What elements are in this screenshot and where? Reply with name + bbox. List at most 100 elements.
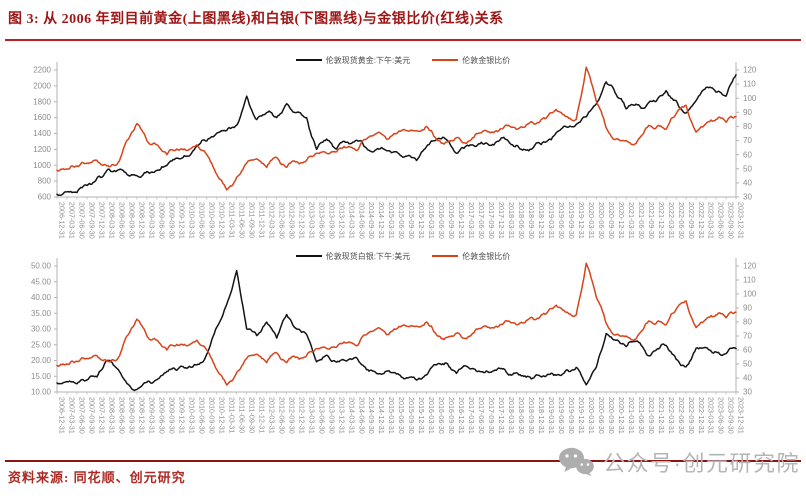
svg-text:2013-09-30: 2013-09-30 [327, 397, 336, 434]
svg-text:2020-12-31: 2020-12-31 [617, 397, 626, 434]
watermark-text: 公众号·创元研究院 [603, 451, 800, 476]
svg-text:2021-03-31: 2021-03-31 [627, 202, 636, 239]
svg-text:2011-06-30: 2011-06-30 [237, 202, 246, 238]
watermark: 公众号·创元研究院 [558, 443, 800, 481]
svg-text:2021-09-30: 2021-09-30 [647, 397, 656, 434]
svg-text:2022-09-30: 2022-09-30 [687, 397, 696, 434]
legend-label-silver: 伦敦现货白银:下午:美元 [325, 251, 411, 261]
svg-text:2015-06-30: 2015-06-30 [397, 397, 406, 434]
svg-text:110: 110 [743, 276, 756, 285]
svg-text:2010-06-30: 2010-06-30 [198, 397, 207, 434]
svg-text:2008-09-30: 2008-09-30 [128, 397, 137, 434]
svg-text:2018-06-30: 2018-06-30 [517, 397, 526, 434]
svg-text:2021-12-31: 2021-12-31 [657, 397, 666, 434]
svg-text:2011-09-30: 2011-09-30 [247, 202, 256, 238]
svg-text:2015-06-30: 2015-06-30 [397, 202, 406, 239]
svg-text:2012-03-31: 2012-03-31 [267, 397, 276, 434]
svg-text:2010-09-30: 2010-09-30 [208, 397, 217, 434]
svg-text:2015-03-31: 2015-03-31 [387, 397, 396, 434]
svg-text:60: 60 [743, 150, 752, 159]
svg-text:2008-12-31: 2008-12-31 [138, 397, 147, 434]
svg-text:2020-03-31: 2020-03-31 [587, 202, 596, 239]
svg-text:2014-12-31: 2014-12-31 [377, 202, 386, 239]
svg-text:2018-03-31: 2018-03-31 [507, 397, 516, 434]
svg-text:2012-09-30: 2012-09-30 [287, 397, 296, 434]
svg-text:2016-03-31: 2016-03-31 [427, 397, 436, 434]
svg-text:2009-09-30: 2009-09-30 [168, 202, 177, 239]
svg-text:1400: 1400 [33, 129, 51, 138]
svg-text:50: 50 [743, 164, 752, 173]
svg-text:2013-03-31: 2013-03-31 [307, 397, 316, 434]
svg-text:2014-03-31: 2014-03-31 [347, 397, 356, 434]
svg-text:2018-06-30: 2018-06-30 [517, 202, 526, 239]
svg-text:2016-09-30: 2016-09-30 [447, 397, 456, 434]
svg-text:2018-09-30: 2018-09-30 [527, 397, 536, 434]
svg-text:2009-06-30: 2009-06-30 [158, 202, 167, 239]
svg-text:120: 120 [743, 262, 757, 271]
svg-text:2009-09-30: 2009-09-30 [168, 397, 177, 434]
svg-text:30: 30 [743, 193, 752, 202]
svg-text:2019-09-30: 2019-09-30 [567, 202, 576, 239]
svg-text:2013-06-30: 2013-06-30 [317, 397, 326, 434]
svg-text:70: 70 [743, 332, 752, 341]
svg-text:2009-03-31: 2009-03-31 [148, 397, 157, 434]
svg-text:2023-06-30: 2023-06-30 [717, 397, 726, 434]
legend-item-ratio-bottom: 伦敦金银比价 [432, 251, 510, 262]
svg-text:2007-09-30: 2007-09-30 [88, 397, 97, 434]
svg-text:30: 30 [743, 388, 752, 397]
legend-item-gold: 伦敦现货黄金:下午:美元 [295, 55, 411, 66]
svg-text:2008-06-30: 2008-06-30 [118, 397, 127, 434]
svg-text:2013-12-31: 2013-12-31 [337, 202, 346, 239]
svg-text:2017-12-31: 2017-12-31 [497, 397, 506, 434]
svg-text:2011-06-30: 2011-06-30 [237, 397, 246, 433]
svg-text:1000: 1000 [33, 161, 51, 170]
svg-text:2008-06-30: 2008-06-30 [118, 202, 127, 239]
svg-text:2007-12-31: 2007-12-31 [98, 202, 107, 239]
svg-text:2022-09-30: 2022-09-30 [687, 202, 696, 239]
svg-text:70: 70 [743, 136, 752, 145]
svg-text:2019-03-31: 2019-03-31 [547, 202, 556, 239]
svg-text:2019-12-31: 2019-12-31 [577, 397, 586, 434]
svg-text:2013-03-31: 2013-03-31 [307, 202, 316, 239]
svg-text:10.00: 10.00 [31, 388, 52, 397]
legend-label-ratio-top: 伦敦金银比价 [462, 55, 511, 65]
legend-label-gold: 伦敦现货黄金:下午:美元 [325, 55, 411, 65]
svg-text:2019-09-30: 2019-09-30 [567, 397, 576, 434]
svg-text:60: 60 [743, 346, 752, 355]
svg-text:2019-06-30: 2019-06-30 [557, 202, 566, 239]
svg-text:2010-12-31: 2010-12-31 [218, 202, 227, 239]
svg-text:2008-09-30: 2008-09-30 [128, 202, 137, 239]
svg-text:2017-12-31: 2017-12-31 [497, 202, 506, 239]
svg-text:40: 40 [743, 374, 752, 383]
svg-text:2014-12-31: 2014-12-31 [377, 397, 386, 434]
svg-text:50.00: 50.00 [31, 262, 52, 271]
svg-text:2018-09-30: 2018-09-30 [527, 202, 536, 239]
silver-line-swatch [295, 255, 322, 257]
svg-text:2009-12-31: 2009-12-31 [178, 202, 187, 239]
gold-chart-legend: 伦敦现货黄金:下午:美元 伦敦金银比价 [0, 55, 806, 65]
legend-item-ratio-top: 伦敦金银比价 [432, 55, 510, 66]
svg-text:1800: 1800 [33, 97, 51, 106]
data-source-note: 资料来源: 同花顺、创元研究 [8, 467, 186, 486]
svg-text:2015-03-31: 2015-03-31 [387, 202, 396, 239]
svg-text:2007-03-31: 2007-03-31 [68, 397, 77, 434]
svg-text:2023-09-30: 2023-09-30 [727, 202, 736, 239]
svg-text:120: 120 [743, 66, 757, 75]
svg-text:600: 600 [38, 193, 52, 202]
source-text: 同花顺、创元研究 [73, 470, 186, 485]
ratio-line-swatch [432, 255, 459, 257]
svg-text:2022-06-30: 2022-06-30 [677, 202, 686, 239]
svg-text:40: 40 [743, 178, 752, 187]
svg-text:2017-06-30: 2017-06-30 [477, 397, 486, 434]
svg-text:2016-12-31: 2016-12-31 [457, 397, 466, 434]
svg-text:2020-09-30: 2020-09-30 [607, 397, 616, 434]
svg-text:2010-12-31: 2010-12-31 [218, 397, 227, 434]
svg-text:800: 800 [38, 177, 52, 186]
svg-text:25.00: 25.00 [31, 340, 52, 349]
silver-chart-legend: 伦敦现货白银:下午:美元 伦敦金银比价 [0, 251, 806, 261]
svg-text:2016-06-30: 2016-06-30 [437, 397, 446, 434]
svg-text:2016-03-31: 2016-03-31 [427, 202, 436, 239]
svg-text:2020-09-30: 2020-09-30 [607, 202, 616, 239]
svg-text:2010-03-31: 2010-03-31 [188, 397, 197, 434]
gold-price-chart: 600 800 1000 1200 1400 1600 1800 2000 2200 30 40 50… [33, 62, 757, 239]
